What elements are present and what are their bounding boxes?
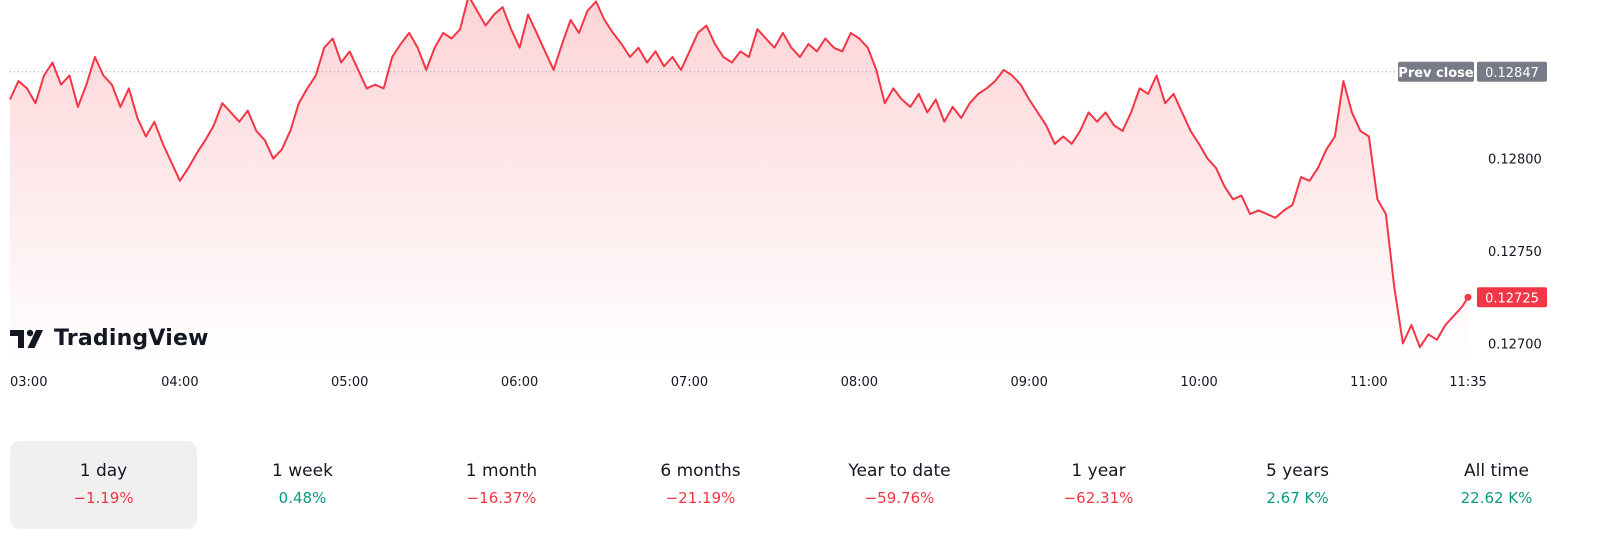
range-change: −1.19% — [73, 489, 134, 507]
x-tick-label: 10:00 — [1180, 375, 1217, 390]
range-change: −16.37% — [466, 489, 537, 507]
range-change: 22.62 K% — [1460, 489, 1533, 507]
y-tick-label: 0.12750 — [1488, 245, 1542, 260]
price-line — [9, 0, 1469, 349]
prev-close-badge: Prev close 0.12847 — [1398, 61, 1547, 82]
range-5-years-button[interactable]: 5 years 2.67 K% — [1204, 441, 1391, 529]
range-label: Year to date — [848, 461, 951, 481]
range-change: −59.76% — [864, 489, 935, 507]
x-tick-label: 03:00 — [10, 375, 47, 390]
x-tick-label: 05:00 — [331, 375, 368, 390]
range-label: 1 week — [272, 461, 333, 481]
range-label: 1 day — [79, 461, 128, 481]
y-tick-label: 0.12700 — [1488, 338, 1542, 353]
range-label: 5 years — [1265, 461, 1329, 481]
range-label: All time — [1464, 461, 1529, 481]
range-1-year-button[interactable]: 1 year −62.31% — [1005, 441, 1192, 529]
range-label: 1 month — [465, 461, 538, 481]
x-tick-label: 04:00 — [161, 375, 198, 390]
range-year-to-date-button[interactable]: Year to date −59.76% — [806, 441, 993, 529]
price-area — [10, 0, 1468, 362]
range-1-month-button[interactable]: 1 month −16.37% — [408, 441, 595, 529]
last-price-value: 0.12725 — [1485, 291, 1539, 306]
x-tick-label: 11:35 — [1449, 375, 1486, 390]
range-change: 0.48% — [278, 489, 327, 507]
range-all-time-button[interactable]: All time 22.62 K% — [1403, 441, 1590, 529]
brand-name: TradingView — [54, 326, 209, 351]
range-6-months-button[interactable]: 6 months −21.19% — [607, 441, 794, 529]
range-label: 6 months — [660, 461, 741, 481]
x-tick-label: 08:00 — [841, 375, 878, 390]
prev-close-value: 0.12847 — [1485, 66, 1539, 81]
last-price-dot — [1464, 293, 1472, 301]
prev-close-label: Prev close — [1398, 66, 1474, 81]
range-change: −21.19% — [665, 489, 736, 507]
range-change: −62.31% — [1063, 489, 1134, 507]
range-label: 1 year — [1071, 461, 1126, 481]
x-tick-label: 11:00 — [1350, 375, 1387, 390]
last-price-badge: 0.12725 — [1477, 287, 1547, 308]
range-change: 2.67 K% — [1266, 489, 1329, 507]
x-tick-label: 06:00 — [501, 375, 538, 390]
range-1-day-button[interactable]: 1 day −1.19% — [10, 441, 197, 529]
range-1-week-button[interactable]: 1 week 0.48% — [209, 441, 396, 529]
brand-logo[interactable]: TradingView — [10, 326, 209, 351]
range-selector: 1 day −1.19% 1 week 0.48% 1 month −16.37% 6 mo… — [10, 441, 1590, 529]
x-tick-label: 09:00 — [1010, 375, 1047, 390]
x-axis: 03:00 04:00 05:00 06:00 07:00 08:00 09:00 10:00… — [10, 375, 1487, 390]
price-chart[interactable]: 0.12700 0.12750 0.12800 03:00 04:00 05:00 06:… — [0, 0, 1600, 420]
x-tick-label: 07:00 — [671, 375, 708, 390]
y-axis: 0.12700 0.12750 0.12800 — [1488, 153, 1542, 353]
y-tick-label: 0.12800 — [1488, 153, 1542, 168]
tradingview-logo-icon — [10, 329, 43, 348]
